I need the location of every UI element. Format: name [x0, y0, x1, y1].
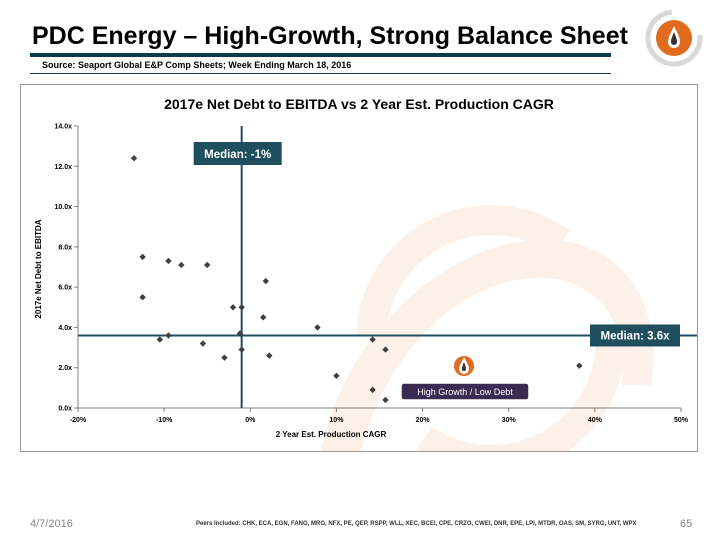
scatter-chart: 2017e Net Debt to EBITDA vs 2 Year Est. … — [34, 96, 697, 451]
footer-peers: Peers Included: CHK, ECA, EGN, FANG, MRO… — [196, 521, 637, 527]
chart-title: 2017e Net Debt to EBITDA vs 2 Year Est. … — [164, 96, 554, 112]
data-point — [369, 386, 376, 394]
title-rule — [30, 53, 611, 57]
footer-date: 4/7/2016 — [30, 518, 73, 530]
source-note: Source: Seaport Global E&P Comp Sheets; … — [42, 60, 352, 70]
data-point — [221, 354, 228, 361]
x-tick-label: 10% — [329, 417, 344, 424]
data-point — [165, 332, 172, 339]
chart-axes: 0.0x 2.0x 4.0x 6.0x 8.0x 10.0x 12.0x 14.0x -20% -… — [54, 124, 688, 425]
source-rule — [30, 73, 611, 74]
data-point — [199, 340, 207, 347]
x-tick-label: 30% — [502, 417, 517, 424]
x-axis-label: 2 Year Est. Production CAGR — [276, 430, 387, 439]
data-point — [576, 362, 583, 369]
data-point — [139, 253, 146, 261]
data-point — [238, 346, 245, 353]
data-point — [266, 352, 273, 359]
data-point — [369, 336, 376, 343]
data-point — [314, 324, 321, 331]
data-point — [382, 346, 389, 353]
y-tick-label: 6.0x — [58, 285, 72, 292]
data-points — [130, 155, 583, 404]
x-tick-label: -20% — [70, 417, 87, 424]
chart-frame: 2017e Net Debt to EBITDA vs 2 Year Est. … — [20, 84, 698, 452]
median-x-label-box — [193, 142, 282, 165]
data-point — [204, 261, 211, 269]
data-point — [382, 396, 389, 404]
data-point — [236, 330, 244, 337]
y-axis-label: 2017e Net Debt to EBITDA — [34, 219, 43, 318]
data-point — [260, 314, 267, 321]
highlight-badge — [400, 382, 530, 401]
pdc-marker-icon — [454, 356, 474, 376]
y-tick-label: 14.0x — [54, 124, 72, 131]
y-tick-label: 0.0x — [58, 406, 72, 413]
data-point — [333, 372, 340, 379]
median-y-label: Median: 3.6x — [600, 330, 670, 342]
data-point — [229, 304, 237, 311]
data-point — [262, 277, 269, 285]
page-number: 65 — [680, 518, 693, 530]
median-x-label: Median: -1% — [204, 149, 271, 161]
data-point — [238, 304, 245, 311]
data-point — [178, 261, 185, 269]
pdc-logo-icon — [645, 9, 703, 67]
data-point — [165, 257, 172, 265]
page-title: PDC Energy – High-Growth, Strong Balance… — [32, 22, 628, 50]
x-tick-label: 0% — [245, 417, 256, 424]
x-tick-label: 20% — [416, 417, 431, 424]
y-tick-label: 12.0x — [54, 164, 72, 171]
pdc-marker-drop-inner — [462, 362, 466, 371]
y-tick-label: 10.0x — [54, 204, 72, 211]
y-tick-label: 8.0x — [58, 244, 72, 251]
chart-annotations: Median: -1% Median: 3.6x High Growth / Low… — [193, 142, 680, 401]
y-tick-label: 2.0x — [58, 365, 72, 372]
y-tick-label: 4.0x — [58, 325, 72, 332]
data-point — [130, 155, 138, 162]
x-tick-label: 40% — [588, 417, 603, 424]
data-point — [156, 336, 164, 343]
median-y-label-box — [590, 324, 680, 347]
x-tick-label: 50% — [674, 417, 689, 424]
data-point — [139, 294, 146, 301]
x-tick-label: -10% — [156, 417, 173, 424]
highlight-label: High Growth / Low Debt — [417, 387, 513, 397]
